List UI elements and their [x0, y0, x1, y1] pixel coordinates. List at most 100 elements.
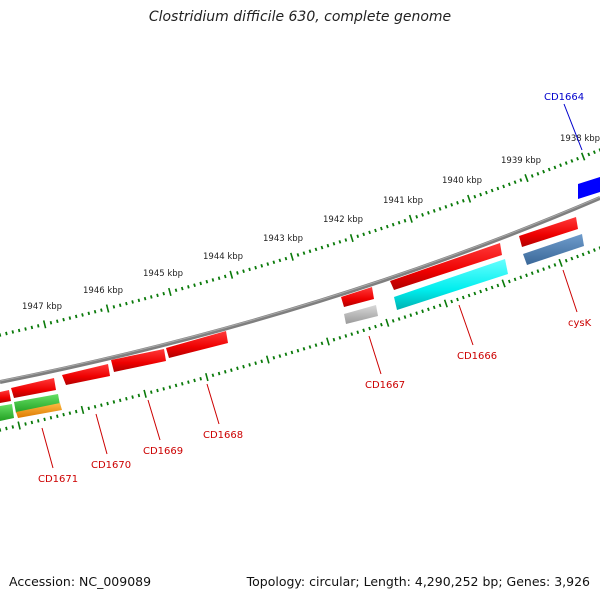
minor-tick — [576, 156, 579, 161]
forward-strand-genes — [0, 177, 600, 421]
gene-label-cysk[interactable]: cysK — [568, 318, 592, 329]
gene-cd1666-upper-arrow[interactable] — [390, 243, 502, 290]
gene-label-cd1667[interactable]: CD1667 — [365, 380, 405, 391]
minor-tick — [302, 347, 306, 351]
kbp-label-1945: 1945 kbp — [143, 269, 183, 279]
minor-tick — [125, 301, 128, 306]
minor-tick — [254, 265, 257, 270]
gene-cd1667-upper-arrow[interactable] — [341, 287, 374, 307]
minor-tick — [302, 251, 306, 255]
minor-tick — [473, 194, 477, 199]
minor-tick — [326, 243, 330, 248]
gene-label-cd1670[interactable]: CD1670 — [91, 460, 131, 471]
minor-tick — [260, 359, 264, 364]
minor-tick — [314, 343, 318, 347]
gene-cd1671-upper-arrow[interactable] — [11, 378, 56, 398]
minor-tick — [576, 254, 579, 259]
cd1664-leader — [563, 103, 583, 151]
gene-cd1669-arrow[interactable] — [111, 349, 166, 372]
minor-tick — [490, 188, 494, 193]
gene-cd1667-arrow[interactable] — [344, 305, 378, 324]
genome-backbone-highlight — [0, 196, 600, 382]
minor-tick — [62, 317, 65, 322]
minor-tick — [320, 245, 324, 250]
minor-tick — [570, 256, 574, 261]
gene-partial-green-arrow[interactable] — [0, 404, 14, 421]
minor-tick — [374, 324, 377, 329]
gene-label-cd1671[interactable]: CD1671 — [38, 474, 78, 485]
minor-tick — [496, 186, 500, 191]
minor-tick — [223, 370, 227, 374]
major-tick — [326, 337, 330, 346]
minor-tick — [37, 324, 40, 328]
accession-text: Accession: NC_009089 — [9, 574, 152, 589]
outer-tick-track — [0, 148, 600, 337]
minor-tick — [507, 279, 511, 284]
kbp-label-1942: 1942 kbp — [323, 215, 363, 225]
inner-tick-track — [0, 246, 600, 432]
kbp-label-1940: 1940 kbp — [442, 176, 482, 186]
genome-summary-text: Topology: circular; Length: 4,290,252 bp… — [246, 574, 590, 589]
minor-tick — [409, 313, 413, 317]
minor-tick — [421, 212, 424, 217]
minor-tick — [174, 383, 178, 388]
major-tick — [168, 287, 172, 297]
minor-tick — [199, 281, 202, 286]
minor-tick — [473, 291, 477, 296]
gene-cd1668-arrow[interactable] — [166, 331, 228, 358]
minor-tick — [187, 285, 190, 289]
minor-tick — [564, 161, 568, 165]
minor-tick — [266, 262, 270, 266]
minor-tick — [17, 328, 21, 333]
minor-tick — [118, 303, 122, 308]
minor-tick — [260, 264, 264, 268]
gene-cd1666-arrow[interactable] — [394, 259, 508, 310]
minor-tick — [242, 269, 245, 273]
minor-tick — [397, 317, 401, 321]
minor-tick — [542, 169, 546, 174]
minor-tick — [547, 167, 551, 172]
minor-tick — [24, 327, 27, 331]
minor-tick — [100, 403, 103, 407]
minor-tick — [374, 228, 377, 233]
kbp-label-1944: 1944 kbp — [203, 252, 243, 262]
major-tick — [17, 421, 21, 430]
gene-cysk-arrow[interactable] — [523, 234, 584, 265]
gene-label-cd1666[interactable]: CD1666 — [457, 351, 497, 362]
minor-tick — [131, 395, 134, 399]
minor-tick — [193, 283, 196, 287]
minor-tick — [490, 285, 494, 290]
gene-partial-left-arrow[interactable] — [0, 390, 11, 403]
gene-cd1671-arrow[interactable] — [14, 394, 60, 413]
minor-tick — [368, 326, 371, 331]
gene-cd1671-orange-arrow[interactable] — [16, 403, 62, 418]
minor-tick — [180, 382, 184, 386]
major-tick — [467, 194, 472, 203]
major-tick — [524, 174, 529, 183]
minor-tick — [432, 305, 436, 310]
minor-tick — [81, 313, 84, 317]
gene-cd1664-arrow[interactable] — [578, 177, 600, 199]
minor-tick — [536, 171, 540, 176]
major-tick — [580, 152, 586, 161]
major-tick — [349, 234, 354, 243]
minor-tick — [150, 390, 153, 394]
minor-tick — [438, 303, 442, 308]
minor-tick — [24, 422, 27, 426]
gene-cysk-upper-arrow[interactable] — [519, 217, 578, 247]
minor-tick — [368, 230, 371, 235]
minor-tick — [5, 331, 8, 336]
minor-tick — [187, 380, 190, 384]
minor-tick — [350, 332, 354, 336]
gene-label-cd1668[interactable]: CD1668 — [203, 430, 243, 441]
gene-label-cd1664[interactable]: CD1664 — [544, 92, 584, 103]
gene-label-cd1669[interactable]: CD1669 — [143, 446, 183, 457]
minor-tick — [570, 159, 574, 163]
minor-tick — [530, 271, 534, 276]
genome-title: Clostridium difficile 630, complete geno… — [148, 9, 452, 25]
minor-tick — [461, 199, 465, 203]
minor-tick — [397, 220, 401, 225]
kbp-label-1943: 1943 kbp — [263, 234, 303, 244]
gene-cd1670-arrow[interactable] — [62, 364, 110, 385]
minor-tick — [296, 348, 300, 353]
